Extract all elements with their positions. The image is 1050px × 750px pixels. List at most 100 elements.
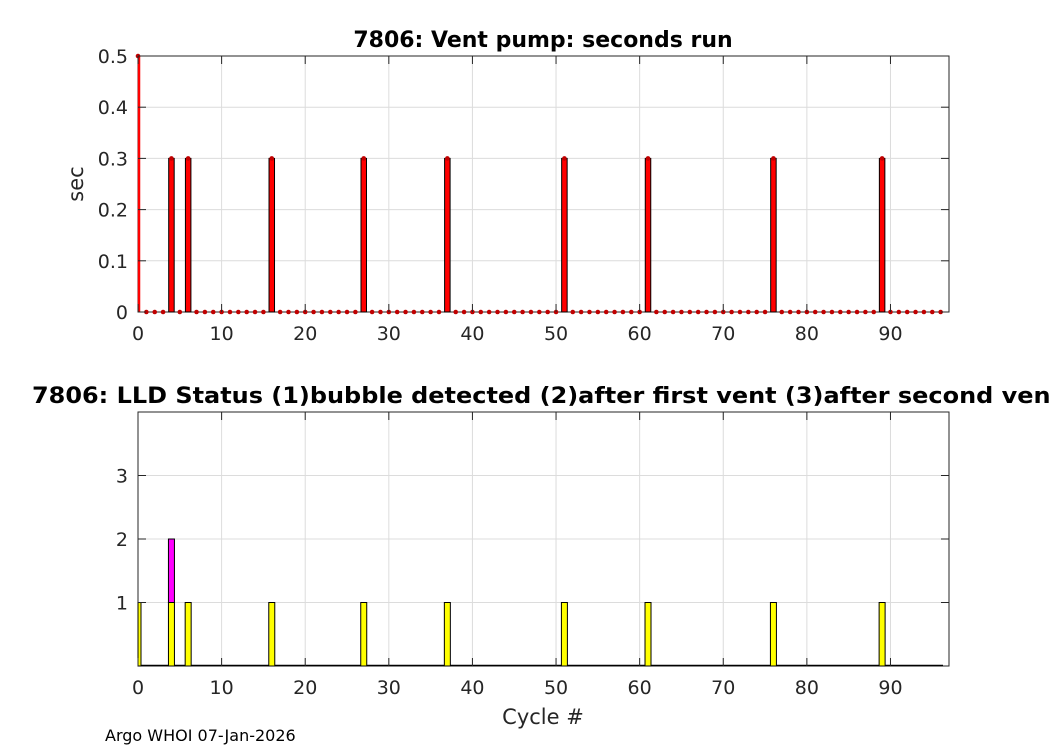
vent-pump-point	[261, 309, 266, 315]
vent-pump-point	[419, 309, 425, 315]
vent-pump-point	[871, 309, 877, 315]
vent-pump-point	[436, 309, 442, 315]
vent-pump-x-tick-label: 80	[795, 323, 819, 345]
vent-pump-bar	[184, 157, 192, 313]
vent-pump-bar	[444, 157, 451, 313]
vent-pump-point	[210, 309, 216, 315]
vent-pump-point	[294, 309, 300, 315]
vent-pump-point	[712, 309, 718, 315]
vent-pump-point	[796, 309, 801, 315]
vent-pump-y-tick-label: 0	[116, 302, 128, 324]
vent-pump-y-tick-label: 0.1	[98, 251, 128, 273]
vent-pump-point	[838, 309, 843, 315]
lld-status-x-tick-label: 80	[795, 677, 819, 699]
vent-pump-point	[737, 309, 743, 315]
vent-pump-bars	[137, 56, 886, 313]
vent-pump-plot-area	[137, 55, 950, 313]
lld-status-y-tick-label: 1	[116, 593, 128, 615]
vent-pump-point	[252, 309, 258, 315]
lld-status-x-tick-label: 10	[210, 677, 234, 699]
lld-status-ticks: 0 10 20 30 40 50 60 70 80 90 1 2 3	[116, 412, 949, 699]
vent-pump-point	[344, 309, 350, 315]
lld-status-x-tick-label: 0	[132, 677, 144, 699]
vent-pump-x-tick-label: 70	[711, 323, 735, 345]
vent-pump-point	[537, 309, 542, 315]
vent-pump-point	[938, 309, 943, 315]
vent-pump-point	[904, 309, 910, 315]
lld-status-y-tick-label: 2	[116, 529, 128, 551]
vent-pump-y-tick-label: 0.2	[98, 200, 128, 222]
vent-pump-point	[394, 309, 400, 315]
vent-pump-y-tick-label: 0.5	[98, 46, 128, 68]
vent-pump-point	[879, 156, 885, 161]
vent-pump-point	[327, 309, 333, 315]
vent-pump-x-tick-label: 40	[460, 323, 484, 345]
vent-pump-point	[336, 309, 341, 315]
vent-pump-point	[771, 156, 776, 161]
vent-pump-point	[177, 309, 183, 315]
vent-pump-point	[361, 156, 367, 161]
vent-pump-point	[495, 309, 500, 315]
vent-pump-point	[152, 309, 158, 315]
vent-pump-point	[319, 309, 325, 315]
vent-pump-point	[169, 156, 174, 161]
vent-pump-point	[896, 309, 902, 315]
vent-pump-point	[144, 309, 149, 315]
vent-pump-point	[185, 156, 191, 161]
vent-pump-y-axis-label: sec	[64, 166, 88, 201]
vent-pump-point	[854, 309, 860, 315]
vent-pump-bar	[168, 157, 175, 313]
vent-pump-point	[403, 309, 408, 315]
vent-pump-point	[353, 309, 358, 315]
lld-status-bar-bubble	[137, 602, 142, 667]
vent-pump-point	[587, 309, 592, 315]
vent-pump-point	[269, 156, 275, 161]
lld-status-x-tick-label: 90	[878, 677, 902, 699]
lld-status-bar-bubble	[644, 602, 652, 667]
lld-status-bar-bubble	[184, 602, 192, 667]
vent-pump-point	[746, 309, 751, 315]
vent-pump-bar	[561, 157, 568, 313]
vent-pump-point	[695, 309, 701, 315]
vent-pump-y-tick-label: 0.3	[98, 148, 128, 170]
vent-pump-x-tick-label: 60	[628, 323, 652, 345]
lld-status-x-axis-label: Cycle #	[502, 705, 584, 729]
vent-pump-point	[929, 309, 935, 315]
lld-status-x-tick-label: 40	[460, 677, 484, 699]
vent-pump-markers	[135, 53, 943, 315]
vent-pump-point	[378, 309, 383, 315]
lld-status-bar-bubble	[769, 602, 777, 667]
vent-pump-x-tick-label: 0	[132, 323, 144, 345]
vent-pump-bar	[644, 157, 652, 313]
vent-pump-point	[620, 309, 626, 315]
vent-pump-point	[311, 309, 316, 315]
vent-pump-point	[461, 309, 467, 315]
vent-pump-point	[411, 309, 417, 315]
vent-pump-point	[428, 309, 433, 315]
vent-pump-point	[779, 309, 785, 315]
vent-pump-bar	[878, 157, 886, 313]
lld-status-x-tick-label: 20	[293, 677, 317, 699]
lld-status-chart: 0 10 20 30 40 50 60 70 80 90 1 2 3 7806: LLD Status …	[32, 384, 1050, 729]
vent-pump-point	[236, 309, 241, 315]
vent-pump-point	[628, 309, 634, 315]
vent-pump-point	[578, 309, 584, 315]
vent-pump-point	[603, 309, 609, 315]
vent-pump-x-tick-label: 20	[293, 323, 317, 345]
vent-pump-point	[679, 309, 684, 315]
lld-status-x-tick-label: 70	[711, 677, 735, 699]
vent-pump-point	[595, 309, 601, 315]
lld-status-bar-bubble	[360, 602, 368, 667]
vent-pump-point	[670, 309, 676, 315]
lld-status-bar-bubble	[560, 602, 568, 667]
vent-pump-point	[486, 309, 492, 315]
vent-pump-point	[645, 156, 651, 161]
vent-pump-chart: 0 10 20 30 40 50 60 70 80 90 0 0.1 0.2 0.3 0.4 0.5 7806…	[64, 28, 950, 345]
vent-pump-ticks: 0 10 20 30 40 50 60 70 80 90 0 0.1 0.2 0.3 0.4 0.5	[98, 46, 949, 345]
vent-pump-point	[478, 309, 484, 315]
vent-pump-point	[244, 309, 249, 315]
vent-pump-x-tick-label: 90	[878, 323, 902, 345]
vent-pump-point	[202, 309, 208, 315]
lld-status-bar-bubble	[268, 602, 276, 667]
